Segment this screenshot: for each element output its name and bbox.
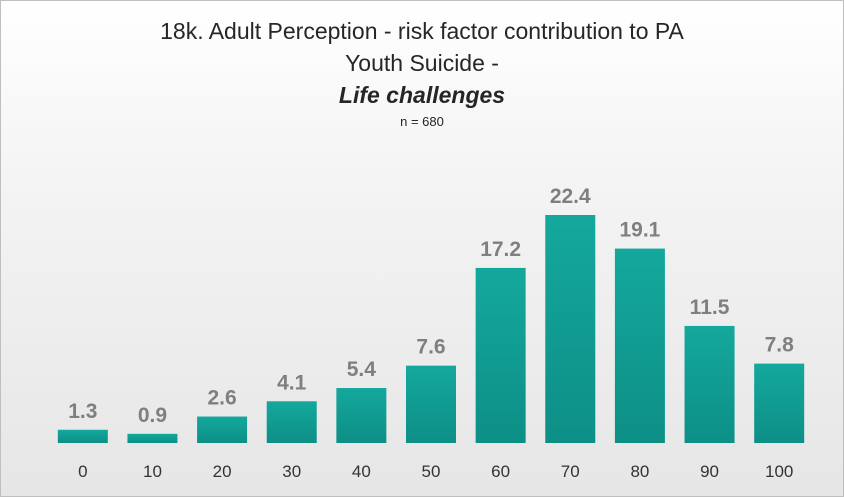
x-tick-label: 40 [352,462,371,481]
x-tick-label: 60 [491,462,510,481]
bar [545,215,596,443]
x-tick-label: 100 [765,462,793,481]
bar [754,363,805,443]
x-tick-label: 70 [561,462,580,481]
x-tick-label: 30 [282,462,301,481]
bar [475,267,526,443]
data-label: 0.9 [138,404,167,427]
titles: 18k. Adult Perception - risk factor cont… [1,15,843,131]
data-label: 7.8 [765,334,795,357]
data-label: 11.5 [690,296,730,319]
data-label: 19.1 [619,219,660,242]
bar [684,325,735,443]
data-label: 4.1 [277,371,307,394]
data-label: 1.3 [68,400,97,423]
x-tick-label: 20 [213,462,232,481]
data-label: 2.6 [207,387,236,410]
data-label: 7.6 [416,336,445,359]
bar [127,433,178,443]
bar [57,429,108,443]
bar [266,401,317,443]
x-tick-label: 90 [700,462,719,481]
sample-size-note: n = 680 [400,114,444,129]
data-label: 5.4 [347,358,377,381]
chart-title: 18k. Adult Perception - risk factor cont… [160,18,684,76]
x-tick-label: 10 [143,462,162,481]
bar [406,365,456,443]
x-tick-label: 0 [78,462,87,481]
chart-subtitle: Life challenges [338,82,506,108]
x-tick-label: 80 [630,462,649,481]
bar [336,388,387,443]
x-tick-label: 50 [422,462,441,481]
data-label: 17.2 [480,238,521,261]
bar [197,416,248,443]
bar [614,248,665,443]
data-label: 22.4 [550,185,591,208]
